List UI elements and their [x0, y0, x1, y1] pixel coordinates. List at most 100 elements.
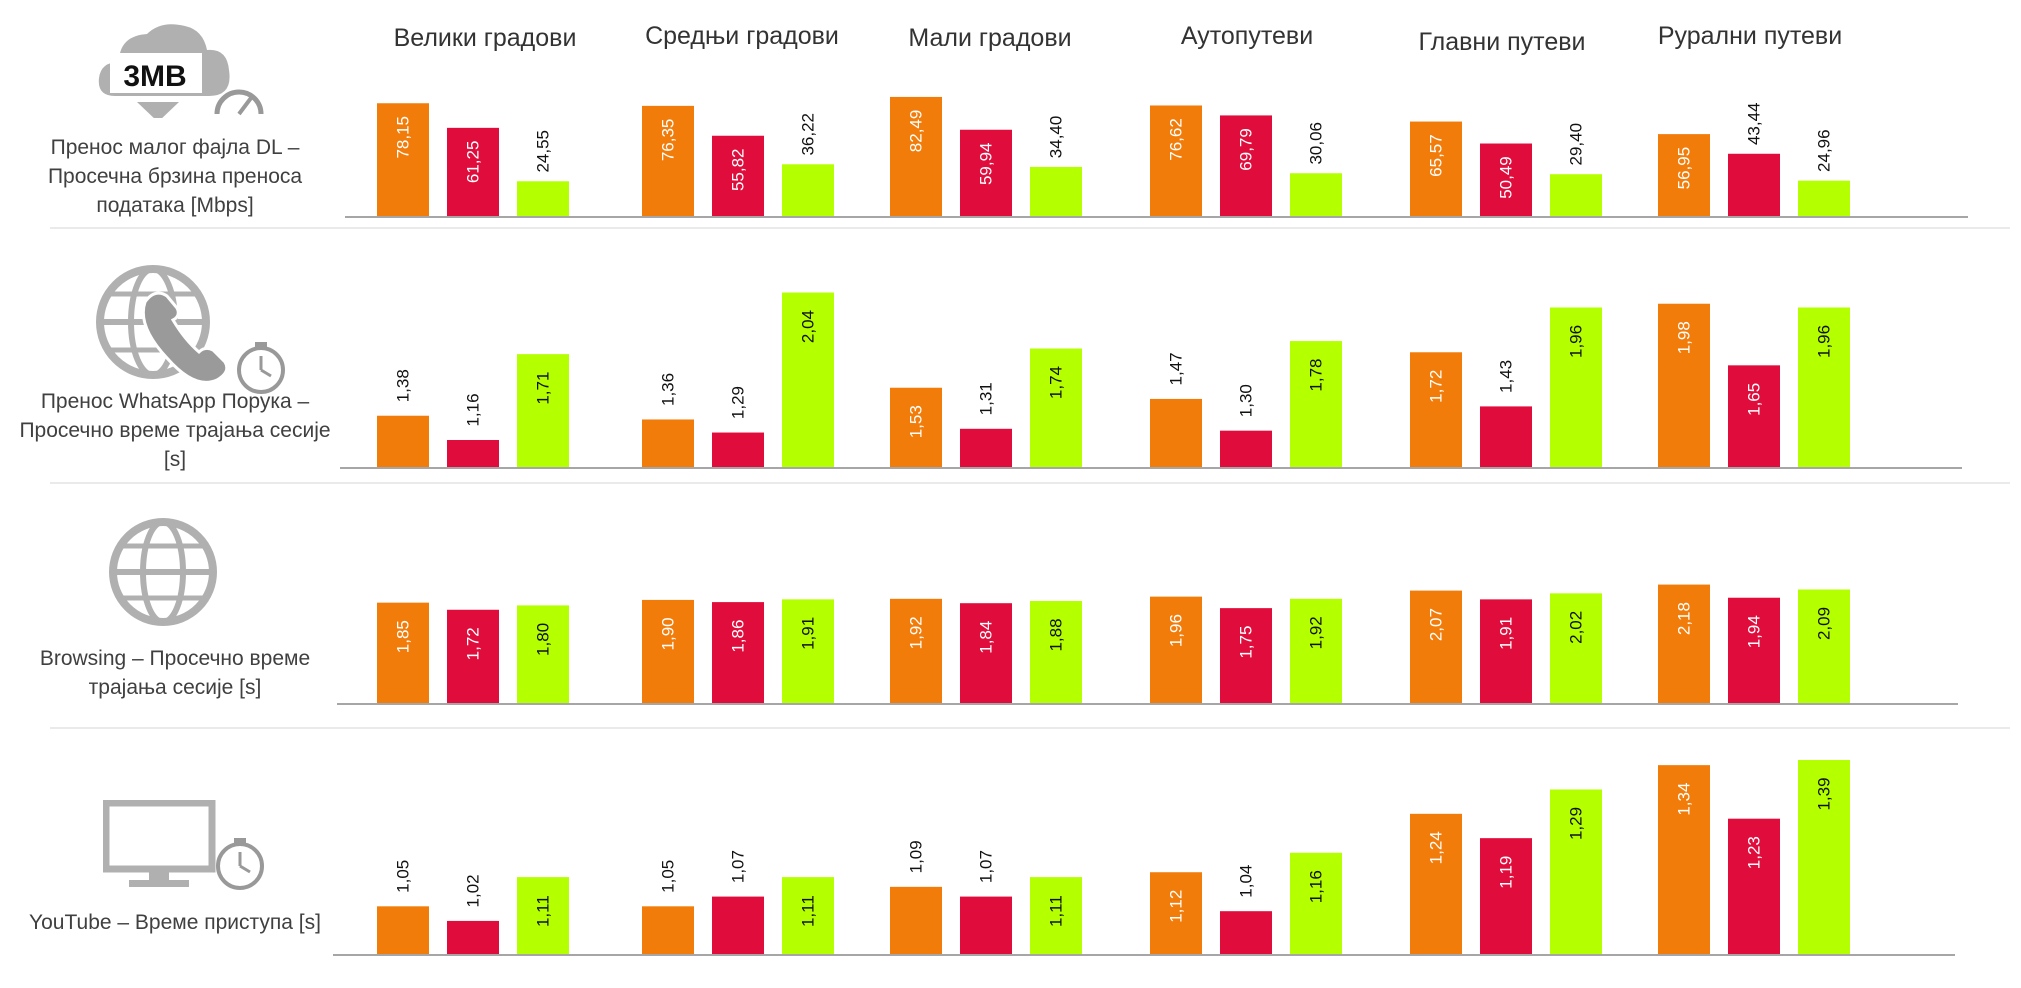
bar [517, 354, 569, 468]
bar [1410, 121, 1462, 217]
data-label: 1,11 [799, 895, 818, 927]
bar [377, 602, 429, 704]
data-label: 56,95 [1675, 147, 1694, 190]
bar [960, 428, 1012, 468]
data-label: 2,02 [1567, 611, 1586, 644]
bar [782, 599, 834, 704]
data-label: 78,15 [394, 116, 413, 159]
bar [1728, 818, 1780, 955]
bar [1220, 911, 1272, 955]
bar [960, 603, 1012, 704]
svg-text:3MB: 3MB [123, 60, 186, 93]
data-label: 1,30 [1237, 384, 1256, 417]
bar [1658, 584, 1710, 704]
data-label: 1,19 [1497, 856, 1516, 889]
bar [960, 129, 1012, 217]
data-label: 24,55 [534, 130, 553, 173]
data-label: 1,39 [1815, 777, 1834, 810]
data-label: 43,44 [1745, 102, 1764, 145]
data-label: 1,75 [1237, 626, 1256, 659]
row-label-browsing: Browsing – Просечно време трајања сесије… [39, 647, 311, 699]
bar [1798, 760, 1850, 955]
bar [890, 96, 942, 217]
globe-icon [109, 518, 217, 626]
data-label: 50,49 [1497, 156, 1516, 199]
data-label: 1,72 [1427, 370, 1446, 403]
bar [782, 164, 834, 217]
bar [1030, 348, 1082, 468]
bar [1030, 166, 1082, 217]
bar [1480, 599, 1532, 704]
data-label: 34,40 [1047, 116, 1066, 159]
data-label: 76,35 [659, 119, 678, 162]
data-label: 36,22 [799, 113, 818, 156]
data-label: 1,38 [394, 369, 413, 402]
data-label: 1,47 [1167, 352, 1186, 385]
bar [1550, 789, 1602, 955]
data-label: 1,92 [907, 616, 926, 649]
bar [1550, 307, 1602, 468]
category-header: Велики градови [393, 24, 577, 52]
bar [1480, 143, 1532, 217]
bar [1728, 597, 1780, 704]
bar [642, 599, 694, 704]
bar [1290, 173, 1342, 217]
data-label: 1,96 [1567, 325, 1586, 358]
data-label: 2,18 [1675, 602, 1694, 635]
data-label: 1,11 [534, 895, 553, 927]
data-label: 1,09 [907, 840, 926, 873]
data-label: 2,09 [1815, 607, 1834, 640]
bar [447, 440, 499, 468]
bar [1550, 174, 1602, 217]
bar [1150, 105, 1202, 217]
data-label: 1,04 [1237, 865, 1256, 898]
data-label: 1,23 [1745, 836, 1764, 869]
data-label: 1,71 [534, 372, 553, 405]
data-label: 76,62 [1167, 118, 1186, 161]
data-label: 1,86 [729, 620, 748, 653]
bar [1030, 877, 1082, 955]
data-label: 1,90 [659, 617, 678, 650]
data-label: 1,07 [729, 850, 748, 883]
data-label: 1,16 [1307, 870, 1326, 903]
data-label: 1,05 [394, 860, 413, 893]
data-label: 1,29 [729, 386, 748, 419]
data-label: 1,78 [1307, 359, 1326, 392]
bar [1658, 134, 1710, 217]
bar [1480, 406, 1532, 468]
bar [447, 609, 499, 704]
bar [642, 105, 694, 217]
data-label: 24,96 [1815, 129, 1834, 172]
data-label: 1,43 [1497, 360, 1516, 393]
bar [1728, 153, 1780, 217]
bar [1150, 398, 1202, 468]
data-label: 1,91 [1497, 617, 1516, 650]
data-label: 82,49 [907, 110, 926, 153]
data-label: 1,85 [394, 620, 413, 653]
bar [782, 292, 834, 468]
bar [517, 877, 569, 955]
bar [960, 896, 1012, 955]
data-label: 59,94 [977, 142, 996, 185]
data-label: 1,29 [1567, 807, 1586, 840]
data-label: 1,88 [1047, 618, 1066, 651]
data-label: 1,98 [1675, 321, 1694, 354]
data-label: 2,07 [1427, 608, 1446, 641]
bar [1798, 307, 1850, 468]
bar [1290, 598, 1342, 704]
bar [1150, 596, 1202, 704]
data-label: 1,84 [977, 621, 996, 654]
category-header: Рурални путеви [1657, 22, 1843, 50]
bar [712, 896, 764, 955]
bar [890, 387, 942, 468]
data-label: 1,16 [464, 393, 483, 426]
bar [447, 127, 499, 217]
bar [890, 886, 942, 955]
data-label: 1,02 [464, 874, 483, 907]
bar [1290, 341, 1342, 468]
bar [1480, 838, 1532, 955]
data-label: 1,36 [659, 373, 678, 406]
bar [1030, 601, 1082, 704]
